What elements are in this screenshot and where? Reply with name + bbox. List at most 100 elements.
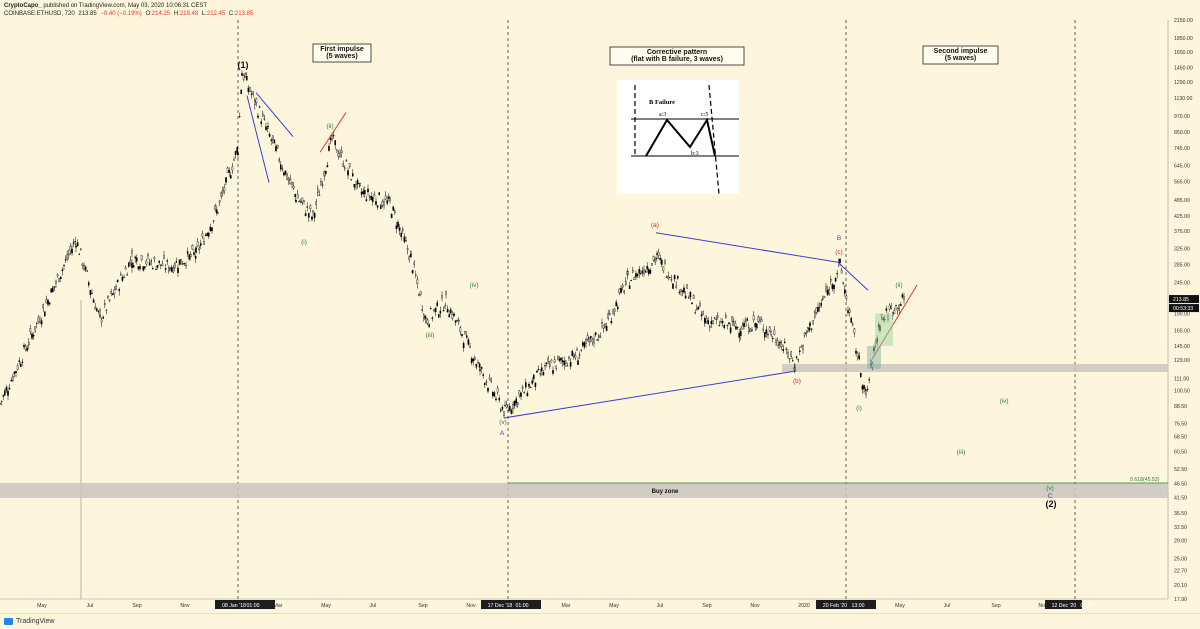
candle-body xyxy=(167,267,170,272)
y-tick-label: 190.00 xyxy=(1174,311,1190,317)
candle-body xyxy=(484,383,486,385)
candle-body xyxy=(790,351,792,357)
y-tick-label: 325.00 xyxy=(1174,246,1190,252)
trendline-upper xyxy=(655,232,839,263)
candle-body xyxy=(8,388,11,390)
candle-body xyxy=(26,348,29,352)
candle-body xyxy=(237,152,239,155)
candle-body xyxy=(583,342,586,348)
candle-body xyxy=(743,323,745,327)
candle-body xyxy=(378,192,381,195)
candle-body xyxy=(728,322,730,324)
candle-body xyxy=(523,392,525,394)
wave-label: (a) xyxy=(651,222,659,229)
candle-body xyxy=(726,324,729,327)
candle-body xyxy=(430,308,432,310)
candle-body xyxy=(75,245,77,248)
candle-body xyxy=(478,363,481,368)
x-flag-bg xyxy=(816,600,876,609)
x-tick-label: 2020 xyxy=(798,603,810,609)
candle-body xyxy=(784,341,786,343)
candle-body xyxy=(815,307,818,313)
candle-body xyxy=(124,267,127,270)
candle-body xyxy=(544,365,546,367)
candle-body xyxy=(630,280,632,282)
candle-body xyxy=(156,265,159,268)
candle-body xyxy=(472,358,475,362)
candle-body xyxy=(479,369,481,371)
candle-body xyxy=(408,256,411,260)
y-tick-label: 375.00 xyxy=(1174,229,1190,235)
candle-body xyxy=(170,267,173,272)
candle-body xyxy=(257,115,259,118)
candle-body xyxy=(503,411,505,416)
candle-body xyxy=(296,194,299,199)
candle-body xyxy=(10,380,13,382)
candle-body xyxy=(590,336,592,339)
candle-body xyxy=(888,304,891,310)
candle-body xyxy=(52,287,54,293)
candle-body xyxy=(594,332,597,336)
candle-body xyxy=(860,373,862,377)
annotation-text: Corrective pattern xyxy=(647,49,707,56)
candle-body xyxy=(79,248,82,250)
x-tick-label: Mar xyxy=(274,603,283,609)
y-tick-label: 485.00 xyxy=(1174,198,1190,204)
candle-body xyxy=(446,308,449,313)
candle-body xyxy=(633,277,636,280)
candle-body xyxy=(794,367,796,371)
candle-body xyxy=(901,294,904,298)
candle-body xyxy=(764,332,766,338)
candle-body xyxy=(301,197,304,203)
candle-body xyxy=(413,262,416,265)
x-tick-label: May xyxy=(321,603,331,609)
candle-body xyxy=(339,152,341,157)
buy-zone-label: Buy zone xyxy=(652,489,679,495)
y-tick-label: 425.00 xyxy=(1174,214,1190,220)
candle-body xyxy=(501,406,504,410)
tradingview-logo-icon[interactable] xyxy=(4,618,13,625)
y-tick-label: 1130.00 xyxy=(1174,96,1192,102)
candle-body xyxy=(137,266,140,270)
y-tick-label: 1290.00 xyxy=(1174,80,1193,86)
candle-body xyxy=(317,188,319,193)
candle-body xyxy=(63,264,65,266)
candle-body xyxy=(139,266,141,269)
candle-body xyxy=(31,333,33,339)
candle-body xyxy=(823,295,826,298)
candle-body xyxy=(411,270,414,274)
candle-body xyxy=(89,290,92,295)
candle-body xyxy=(372,196,374,203)
o-value: 214.25 xyxy=(151,11,171,17)
candle-body xyxy=(150,260,153,262)
x-tick-label: Nov xyxy=(466,603,476,609)
y-tick-label: 1450.00 xyxy=(1174,66,1193,72)
buy-zone-rect xyxy=(0,483,1168,498)
candle-body xyxy=(475,364,478,368)
candle-body xyxy=(651,263,653,266)
candle-body xyxy=(659,257,661,260)
candle-body xyxy=(541,367,543,372)
candle-body xyxy=(531,380,533,384)
candle-body xyxy=(458,319,460,323)
candle-body xyxy=(388,196,390,199)
candle-body xyxy=(60,276,62,279)
price-chart[interactable]: 2150.00 1850.00 1650.00 1450.00 1290.00 1130.… xyxy=(0,0,1200,613)
candle-body xyxy=(218,200,221,203)
l-value: 212.45 xyxy=(206,11,226,17)
y-tick-label: 41.50 xyxy=(1174,495,1187,501)
candle-body xyxy=(723,325,725,329)
symbol-text: COINBASE:ETHUSD, 720 xyxy=(4,11,75,17)
candle-body xyxy=(329,138,332,140)
candle-body xyxy=(525,382,527,388)
chart-header: CryptoCapo_ published on TradingView.com… xyxy=(0,0,1168,20)
candle-body xyxy=(713,317,716,319)
tradingview-brand[interactable]: TradingView xyxy=(16,618,55,625)
candle-body xyxy=(291,182,293,185)
trendline-red-1 xyxy=(319,112,347,153)
candle-body xyxy=(240,89,243,94)
l-label: L: xyxy=(201,11,207,17)
author-name[interactable]: CryptoCapo_ xyxy=(4,3,42,9)
candle-body xyxy=(812,320,814,325)
candle-body xyxy=(638,269,640,274)
